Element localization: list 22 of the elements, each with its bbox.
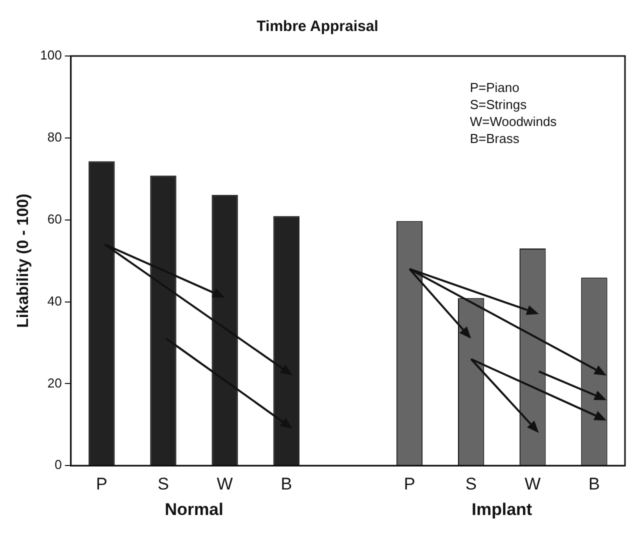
chart-title: Timbre Appraisal [256,18,378,36]
text: Normal [164,500,224,519]
y-tick-label: 80 [47,130,62,144]
annotation: S=Strings [470,97,528,112]
y-axis-title: Likability (0 - 100) [15,194,32,328]
annotation: P=Piano [470,80,520,96]
y-tick-label: 20 [47,375,62,390]
x-tick-label: P [404,474,416,494]
x-tick-label: B [588,474,600,494]
annotation: B=Brass [470,131,520,146]
y-tick-label: 60 [47,211,62,226]
text: Implant [472,500,532,519]
y-tick-label: 40 [47,293,62,308]
y-tick-label: 100 [40,48,62,63]
x-tick-label: S [158,474,169,494]
x-tick-label: B [280,474,292,494]
annotation: W=Woodwinds [470,114,558,130]
x-tick-label: W [216,474,233,494]
x-tick-label: S [465,474,477,494]
x-tick-label: W [524,474,541,494]
x-tick-label: P [96,474,108,494]
y-tick-label: 0 [54,457,62,472]
